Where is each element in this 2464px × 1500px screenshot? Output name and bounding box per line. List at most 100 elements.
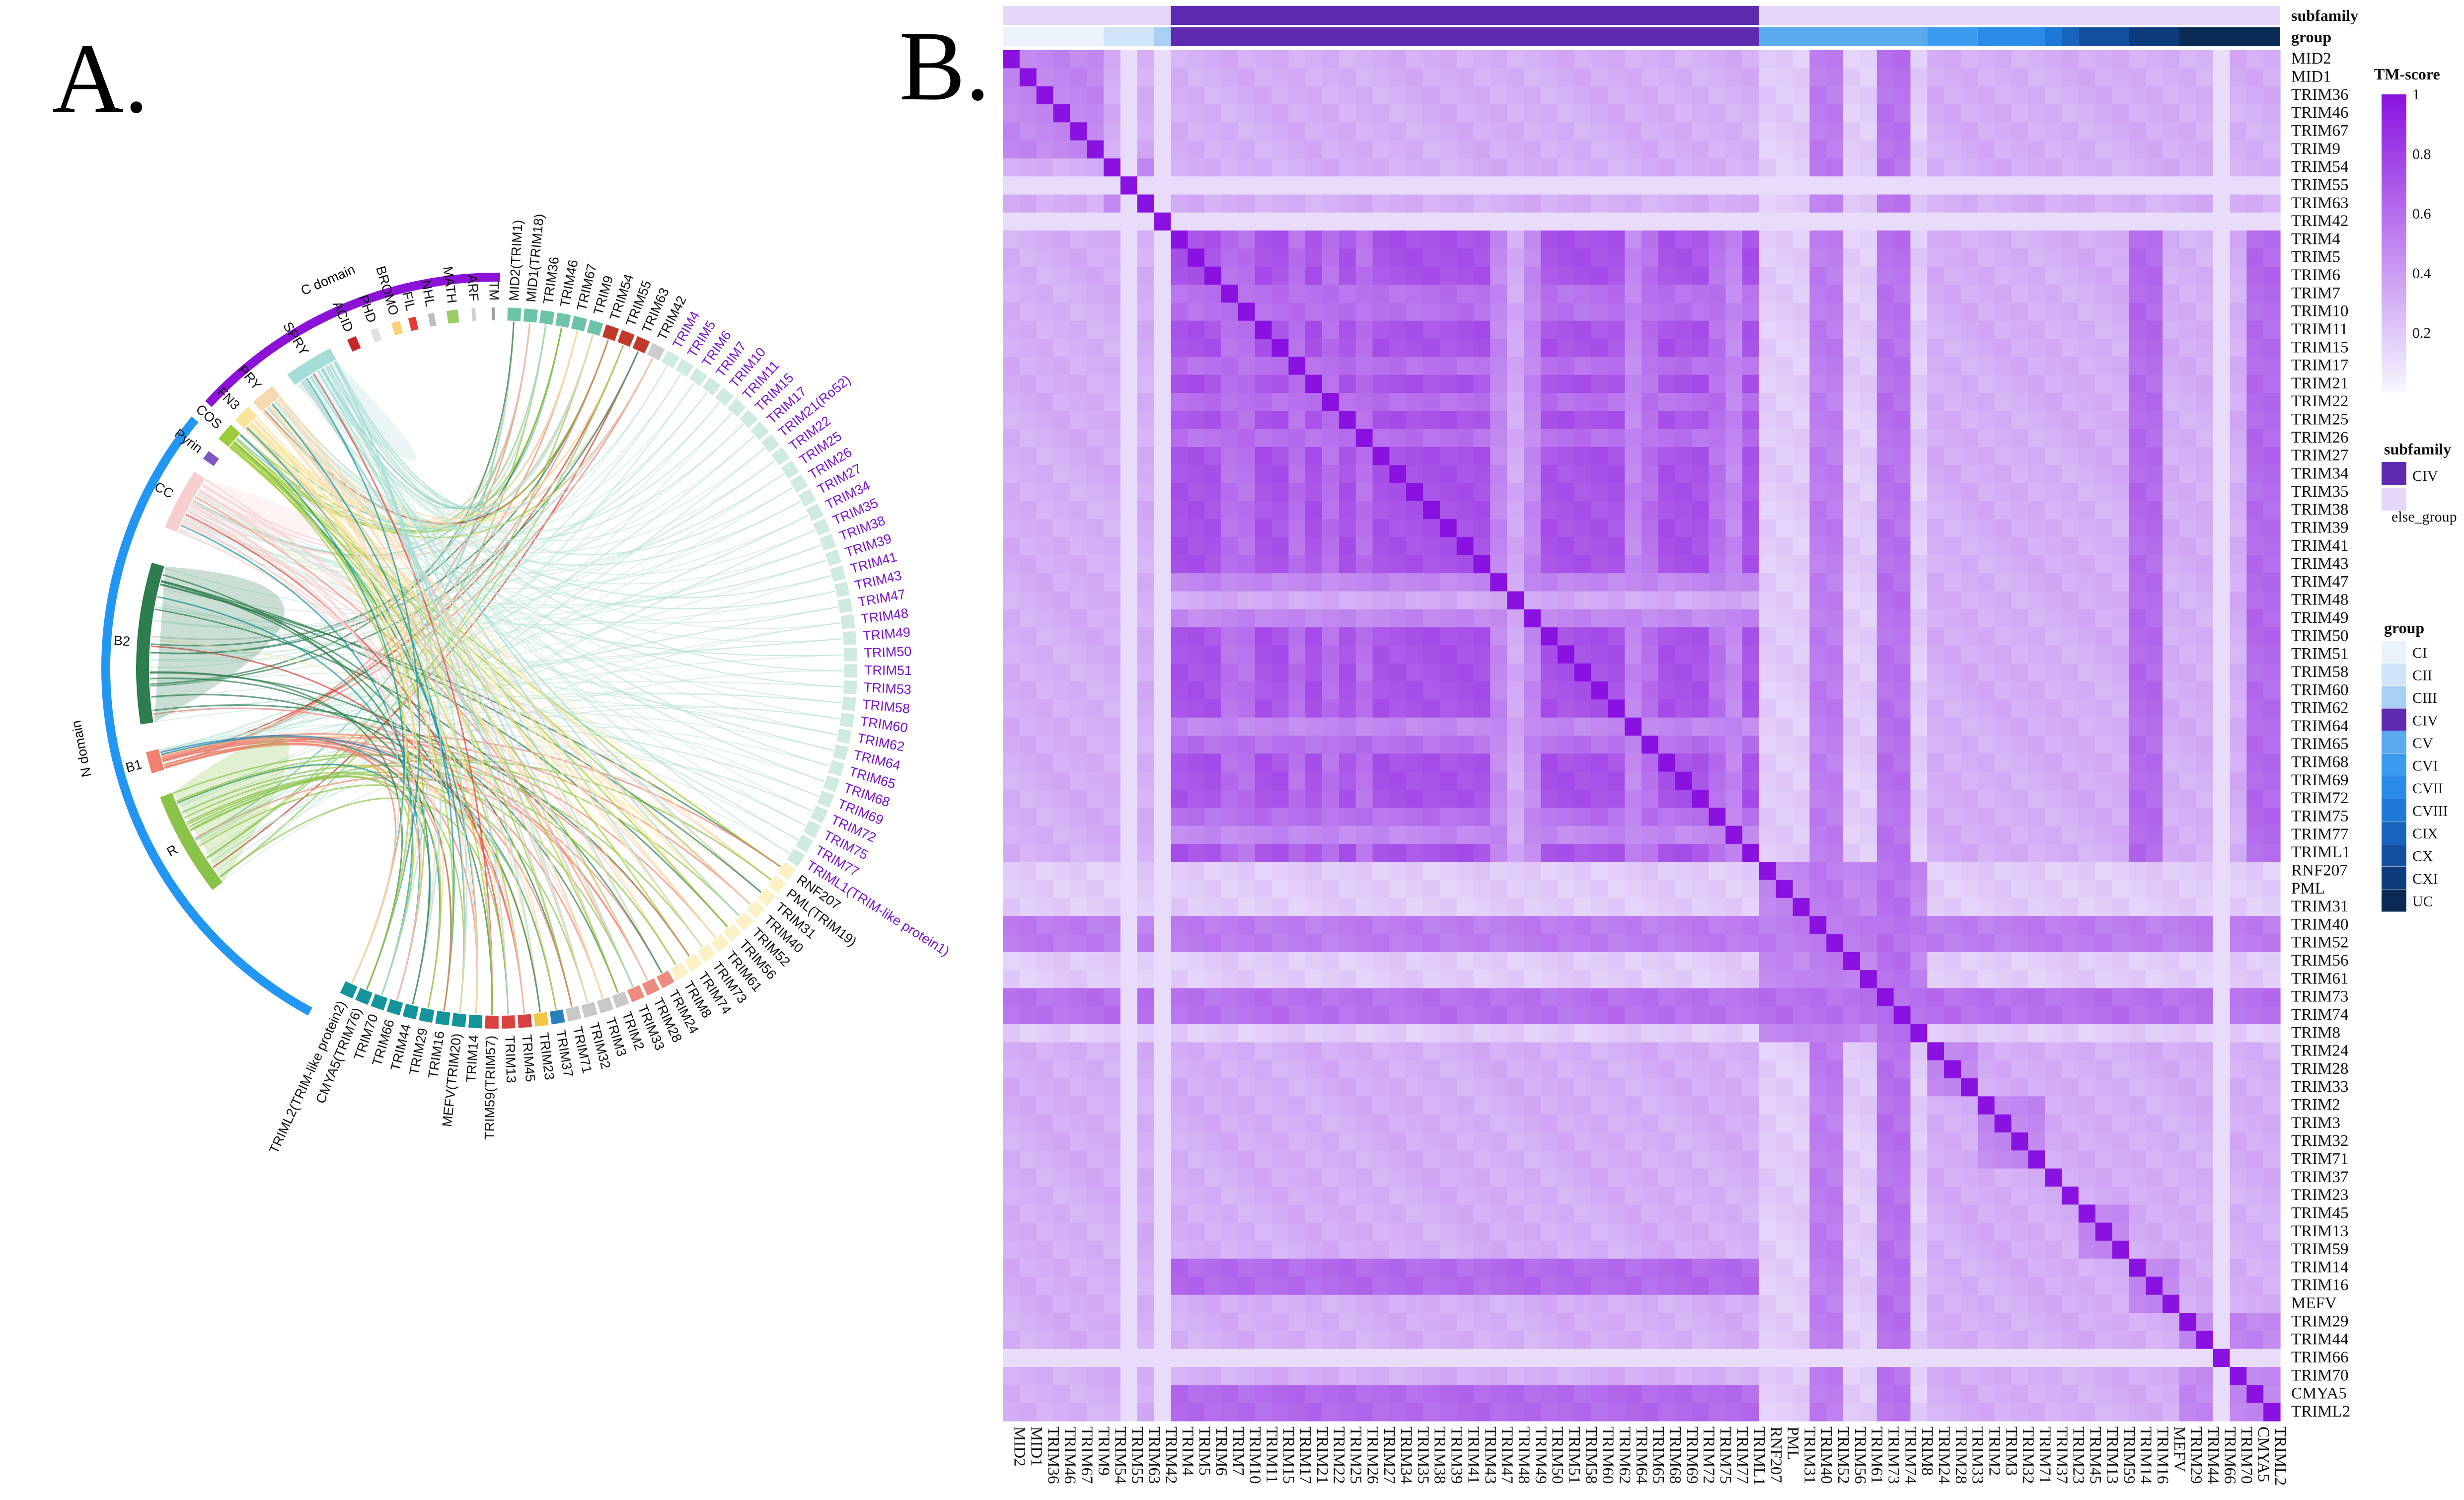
heatmap-cell bbox=[1507, 519, 1524, 538]
heatmap-cell bbox=[1843, 158, 1861, 177]
heatmap-cell bbox=[1876, 898, 1894, 916]
heatmap-cell bbox=[1642, 1042, 1659, 1061]
heatmap-cell bbox=[2078, 1060, 2096, 1079]
heatmap-cell bbox=[1019, 519, 1037, 538]
heatmap-cell bbox=[2045, 393, 2062, 411]
heatmap-cell bbox=[2011, 789, 2028, 808]
heatmap-cell bbox=[1893, 825, 1911, 844]
heatmap-cell bbox=[2078, 339, 2096, 357]
heatmap-cell bbox=[1339, 843, 1356, 862]
heatmap-cell bbox=[2095, 736, 2113, 754]
heatmap-cell bbox=[1154, 808, 1172, 826]
heatmap-cell bbox=[1490, 176, 1507, 195]
heatmap-cell bbox=[1322, 1024, 1340, 1043]
heatmap-cell bbox=[1826, 248, 1844, 267]
heatmap-cell bbox=[1389, 1096, 1407, 1115]
heatmap-cell bbox=[1642, 555, 1659, 574]
heatmap-cell bbox=[1053, 339, 1070, 357]
heatmap-cell bbox=[1003, 50, 1020, 69]
heatmap-cell bbox=[2062, 736, 2079, 754]
heatmap-cell bbox=[1977, 447, 1995, 465]
heatmap-cell bbox=[1389, 194, 1407, 213]
heatmap-cell bbox=[2062, 627, 2079, 646]
heatmap-cell bbox=[1288, 699, 1306, 718]
heatmap-cell bbox=[2011, 952, 2028, 971]
heatmap-cell bbox=[1339, 681, 1356, 700]
heatmap-cell bbox=[2146, 266, 2163, 285]
heatmap-cell bbox=[1658, 573, 1676, 592]
heatmap-cell bbox=[1070, 753, 1087, 772]
heatmap-cell bbox=[1994, 194, 2012, 213]
heatmap-cell bbox=[2179, 591, 2197, 610]
heatmap-cell bbox=[2230, 825, 2247, 844]
heatmap-cell bbox=[1188, 194, 1205, 213]
heatmap-cell bbox=[1709, 429, 1726, 448]
heatmap-cell bbox=[2263, 699, 2281, 718]
heatmap-cell bbox=[1372, 537, 1390, 556]
heatmap-cell bbox=[1591, 609, 1608, 628]
heatmap-cell bbox=[1540, 519, 1558, 538]
heatmap-cell bbox=[1944, 808, 1961, 826]
heatmap-cell bbox=[1658, 952, 1676, 971]
heatmap-cell bbox=[1809, 934, 1827, 953]
heatmap-cell bbox=[2095, 158, 2113, 177]
heatmap-cell bbox=[1759, 771, 1777, 790]
heatmap-cell bbox=[1574, 736, 1592, 754]
heatmap-cell bbox=[1171, 339, 1188, 357]
heatmap-cell bbox=[2045, 537, 2062, 556]
heatmap-cell bbox=[2163, 1060, 2180, 1079]
heatmap-cell bbox=[1490, 375, 1507, 393]
heatmap-cell bbox=[1271, 627, 1289, 646]
heatmap-cell bbox=[2179, 898, 2197, 916]
heatmap-cell bbox=[2095, 771, 2113, 790]
heatmap-cell bbox=[1557, 1006, 1575, 1025]
heatmap-cell bbox=[2213, 230, 2231, 249]
heatmap-cell bbox=[1104, 519, 1121, 538]
heatmap-cell bbox=[2129, 880, 2146, 899]
heatmap-cell bbox=[1910, 68, 1928, 87]
heatmap-cell bbox=[2246, 1078, 2264, 1097]
heatmap-cell bbox=[1608, 68, 1625, 87]
heatmap-cell bbox=[1456, 681, 1474, 700]
heatmap-cell bbox=[1860, 645, 1877, 664]
heatmap-cell bbox=[2179, 320, 2197, 339]
heatmap-cell bbox=[1255, 375, 1272, 393]
heatmap-cell bbox=[1675, 357, 1693, 375]
heatmap-cell bbox=[1642, 266, 1659, 285]
heatmap-cell bbox=[1372, 627, 1390, 646]
heatmap-cell bbox=[1759, 663, 1777, 682]
heatmap-cell bbox=[1137, 176, 1155, 195]
heatmap-cell bbox=[2196, 1060, 2214, 1079]
heatmap-cell bbox=[1540, 1006, 1558, 1025]
heatmap-cell bbox=[1507, 537, 1524, 556]
heatmap-cell bbox=[1961, 1006, 1978, 1025]
heatmap-cell bbox=[1036, 1114, 1054, 1133]
heatmap-cell bbox=[2179, 1006, 2197, 1025]
domain-arc-b1 bbox=[146, 749, 164, 774]
heatmap-cell bbox=[1843, 519, 1861, 538]
heatmap-cell bbox=[1843, 104, 1861, 123]
heatmap-cell bbox=[1019, 1006, 1037, 1025]
heatmap-cell bbox=[1003, 248, 1020, 267]
heatmap-cell bbox=[1019, 970, 1037, 989]
heatmap-cell bbox=[2263, 898, 2281, 916]
heatmap-cell bbox=[2028, 753, 2045, 772]
heatmap-cell bbox=[1893, 880, 1911, 899]
heatmap-cell bbox=[2179, 429, 2197, 448]
heatmap-cell bbox=[1137, 285, 1155, 303]
heatmap-cell bbox=[2028, 573, 2045, 592]
heatmap-cell bbox=[1389, 591, 1407, 610]
heatmap-cell bbox=[1725, 771, 1743, 790]
heatmap-cell bbox=[1221, 988, 1239, 1007]
heatmap-cell bbox=[1120, 447, 1138, 465]
heatmap-cell bbox=[1742, 753, 1760, 772]
heatmap-cell bbox=[1994, 717, 2012, 736]
heatmap-cell bbox=[2011, 627, 2028, 646]
heatmap-cell bbox=[1087, 176, 1104, 195]
heatmap-cell bbox=[1574, 1024, 1592, 1043]
heatmap-cell bbox=[2095, 934, 2113, 953]
chord-ribbon bbox=[160, 692, 842, 753]
heatmap-cell bbox=[1910, 952, 1928, 971]
heatmap-cell bbox=[1137, 375, 1155, 393]
heatmap-cell bbox=[1792, 627, 1810, 646]
